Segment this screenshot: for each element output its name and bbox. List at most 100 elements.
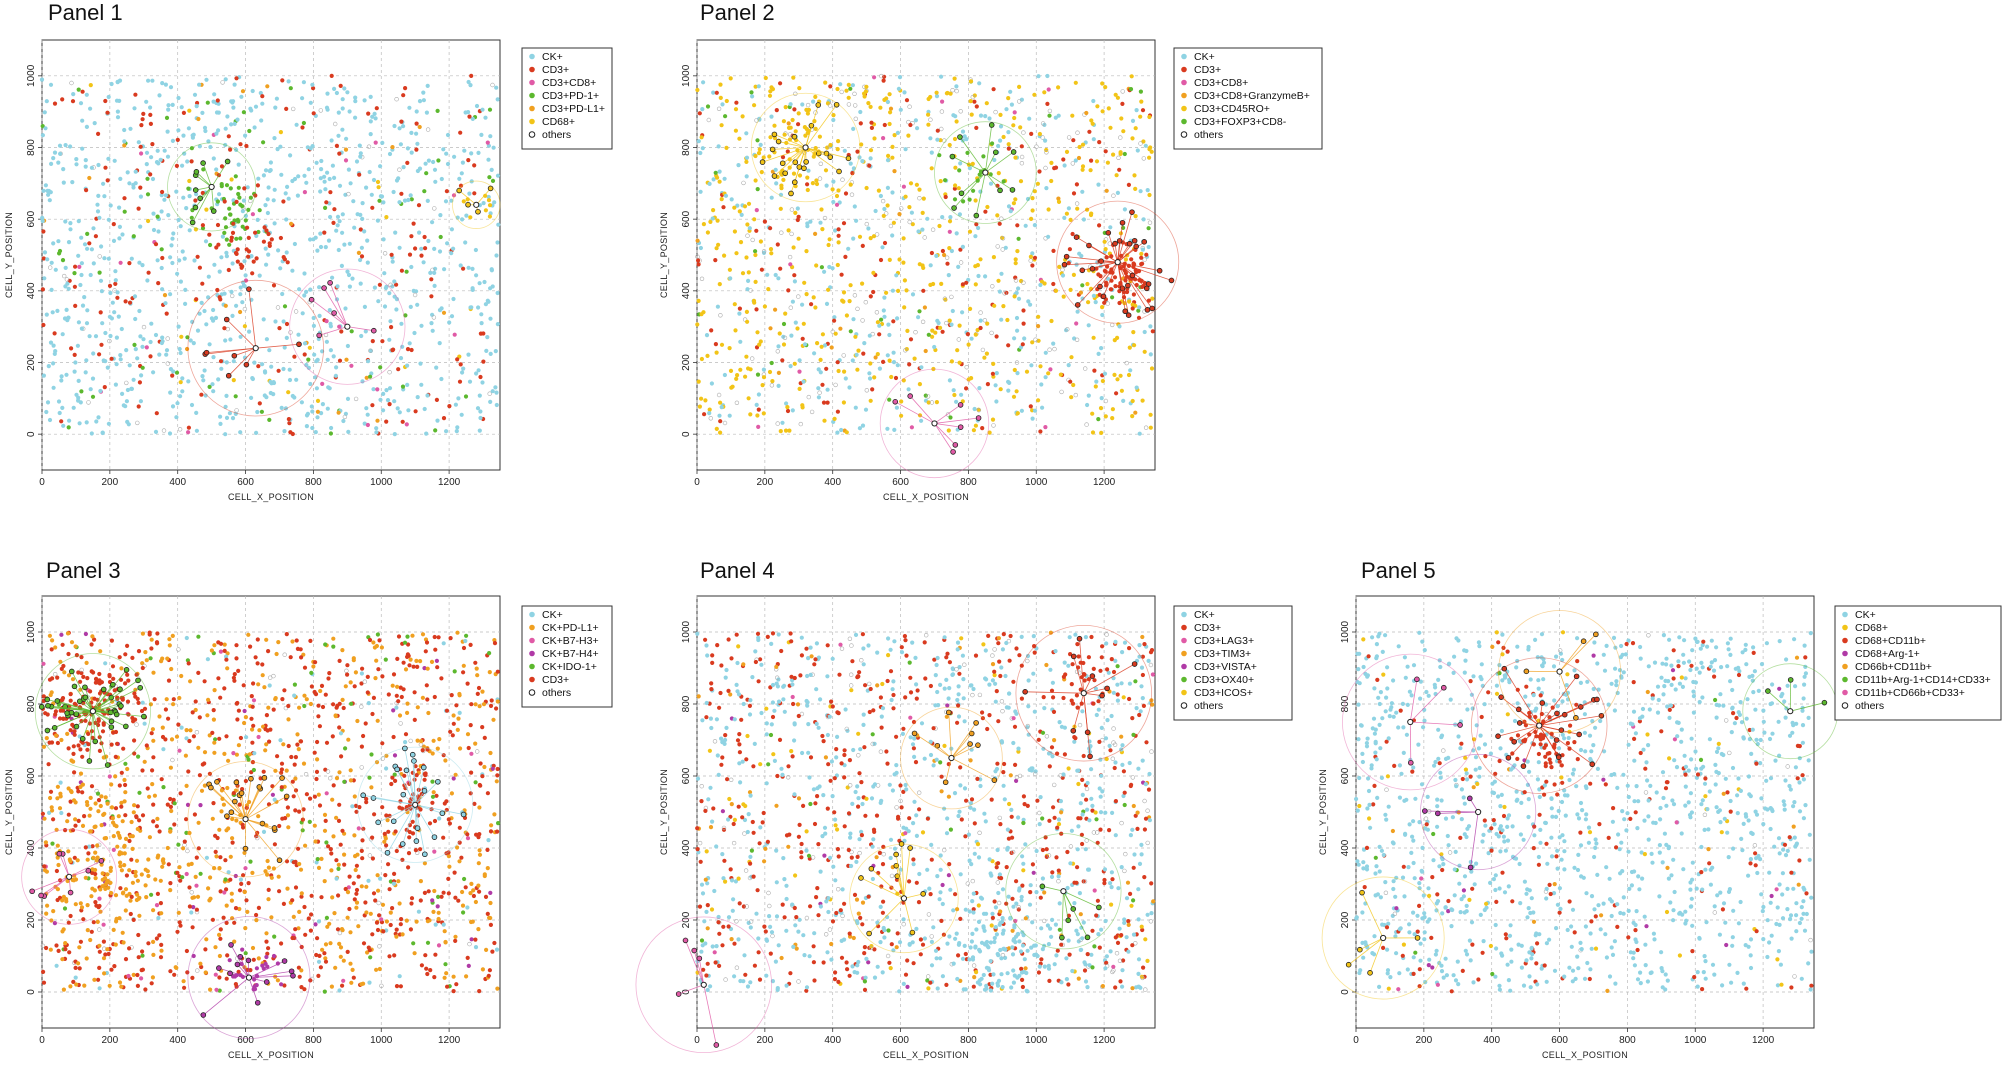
point-CK+ [332, 175, 337, 180]
point-CD3+FOXP3+CD8- [1096, 417, 1101, 422]
point-CK+ [894, 405, 900, 410]
point-CK+ [882, 314, 887, 319]
point-others [734, 400, 740, 405]
point-CK+ [1074, 262, 1079, 267]
point-CD3+ [290, 898, 295, 903]
point-CK+ [765, 272, 770, 277]
point-CD3+ [123, 652, 128, 657]
point-CK+PD-L1+ [225, 666, 230, 671]
point-CD3+ [109, 742, 114, 747]
point-CK+PD-L1+ [414, 658, 419, 664]
point-CD3+ [339, 329, 344, 334]
point-CD3+CD45RO+ [719, 123, 724, 128]
point-CD3+ [218, 936, 223, 941]
point-others [818, 161, 823, 167]
point-CD3+CD45RO+ [1013, 257, 1018, 262]
point-CK+B7-H3+ [469, 751, 474, 756]
point-CK+ [256, 176, 261, 181]
point-CK+ [340, 230, 345, 235]
point-others [906, 119, 911, 125]
point-CD3+PD-1+ [186, 186, 191, 191]
point-CD3+ [117, 783, 122, 788]
point-CK+ [346, 272, 352, 278]
point-CD3+ [1071, 191, 1077, 196]
point-CD3+CD45RO+ [836, 188, 841, 193]
point-CD3+CD45RO+ [715, 175, 720, 180]
point-CD3+CD45RO+ [705, 353, 710, 358]
point-CD3+ [994, 334, 999, 339]
x-tick-label: 200 [102, 477, 119, 488]
point-CD3+CD45RO+ [902, 278, 908, 283]
point-CK+ [207, 342, 212, 347]
point-CK+PD-L1+ [394, 934, 399, 939]
point-CD3+CD45RO+ [1148, 412, 1153, 417]
point-CD3+ [1051, 281, 1056, 287]
point-CK+PD-L1+ [266, 705, 271, 710]
point-others [1075, 130, 1080, 135]
point-CD3+ [338, 83, 343, 88]
point-CD3+PD-1+ [433, 428, 438, 433]
point-CK+PD-L1+ [151, 952, 156, 958]
point-CD3+ [768, 226, 773, 231]
point-CK+ [371, 177, 377, 183]
point-CD3+ [351, 778, 356, 783]
point-others [1040, 135, 1045, 140]
x-tick-label: 600 [892, 477, 909, 488]
point-CD3+ [328, 190, 333, 195]
point-CD3+ [222, 686, 227, 691]
point-CD3+CD45RO+ [783, 311, 788, 316]
point-CK+ [433, 266, 438, 271]
point-CK+ [64, 307, 69, 312]
point-CK+PD-L1+ [99, 862, 104, 867]
point-CK+PD-L1+ [342, 852, 347, 857]
point-CD3+ [266, 946, 271, 951]
point-CK+ [818, 220, 823, 225]
point-CK+PD-L1+ [158, 878, 163, 883]
point-CK+B7-H4+ [434, 658, 439, 664]
neighbor-spoke [959, 136, 986, 173]
point-CK+ [419, 323, 424, 328]
point-others [830, 329, 835, 334]
point-CK+PD-L1+ [224, 828, 229, 833]
point-CK+ [1016, 286, 1021, 291]
point-CD3+ [354, 887, 360, 893]
y-tick-label: 800 [26, 695, 37, 712]
point-CK+PD-L1+ [55, 843, 60, 848]
point-CD3+PD-1+ [233, 394, 238, 399]
point-CK+ [1096, 182, 1101, 187]
point-CK+PD-L1+ [473, 702, 478, 707]
point-CK+ [310, 409, 315, 414]
point-CD3+PD-1+ [222, 230, 227, 235]
point-CK+PD-L1+ [348, 930, 353, 935]
point-CK+IDO-1+ [430, 794, 436, 799]
point-others [1147, 220, 1153, 225]
legend-box [521, 47, 613, 150]
point-CD3+CD45RO+ [801, 321, 806, 326]
point-CK+ [403, 740, 408, 745]
point-CK+ [308, 381, 313, 387]
point-CD3+ [160, 734, 166, 740]
point-CK+PD-L1+ [48, 795, 53, 801]
point-CD3+ [380, 339, 385, 344]
point-CD3+ [485, 847, 490, 853]
point-CK+ [106, 94, 111, 100]
point-CD3+ [453, 938, 458, 944]
point-CD3+ [155, 891, 160, 897]
point-CK+ [384, 388, 389, 393]
point-CK+ [698, 245, 704, 251]
point-CK+ [184, 736, 189, 741]
point-CK+PD-L1+ [456, 716, 461, 721]
point-CK+ [1030, 416, 1035, 421]
point-CK+ [51, 385, 56, 390]
point-others [467, 941, 472, 947]
x-tick-label: 1200 [438, 1035, 461, 1046]
point-CK+B7-H3+ [251, 698, 257, 703]
point-CD3+ [144, 743, 149, 748]
point-CD3+ [380, 674, 385, 679]
point-CK+B7-H3+ [177, 748, 182, 753]
point-CK+ [331, 354, 336, 359]
point-CD3+ [241, 683, 246, 688]
point-CK+ [445, 161, 451, 167]
point-CD3+ [396, 367, 401, 372]
point-CK+ [206, 295, 211, 300]
